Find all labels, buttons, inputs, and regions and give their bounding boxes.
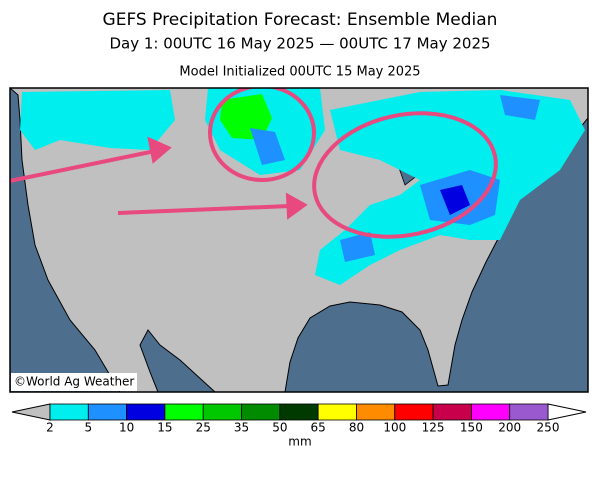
colorbar-label: 65 [311, 421, 326, 435]
highlight-ring [208, 88, 316, 182]
colorbar-bin [241, 403, 281, 421]
colorbar-label: 50 [272, 421, 287, 435]
colorbar-bin [126, 403, 166, 421]
colorbar-label: 125 [422, 421, 445, 435]
colorbar-bin [317, 403, 357, 421]
precipitation [20, 88, 585, 285]
credit: ©World Ag Weather [14, 375, 134, 389]
colorbar-label: 25 [196, 421, 211, 435]
colorbar-low [11, 403, 51, 421]
colorbar-label: 5 [84, 421, 92, 435]
colorbar-bin [279, 403, 319, 421]
colorbar-label: 250 [537, 421, 560, 435]
map-frame [9, 87, 589, 393]
colorbar: 2 5 10 15 25 35 50 65 80 100 125 150 200 250 [11, 403, 587, 435]
colorbar-bin [87, 403, 128, 421]
highlight-ring [312, 111, 498, 239]
colorbar-label: 35 [234, 421, 249, 435]
subtitle: Day 1: 00UTC 16 May 2025 — 00UTC 17 May … [109, 35, 490, 53]
colorbar-label: 150 [460, 421, 483, 435]
colorbar-label: 2 [46, 421, 54, 435]
colorbar-bin [509, 403, 549, 421]
colorbar-label: 10 [119, 421, 134, 435]
colorbar-label: 80 [349, 421, 364, 435]
colorbar-bin [164, 403, 204, 421]
colorbar-bin [394, 403, 434, 421]
arrows [10, 136, 308, 220]
init-time: Model Initialized 00UTC 15 May 2025 [179, 65, 420, 80]
colorbar-bin [356, 403, 396, 421]
map: ©World Ag Weather [9, 87, 589, 393]
colorbar-bin [432, 403, 472, 421]
title: GEFS Precipitation Forecast: Ensemble Me… [103, 10, 498, 30]
colorbar-label: 15 [157, 421, 172, 435]
colorbar-high [547, 403, 587, 421]
credit-box [11, 373, 137, 391]
colorbar-bin [202, 403, 242, 421]
unit: mm [288, 435, 311, 449]
colorbar-label: 200 [498, 421, 521, 435]
colorbar-bin [49, 403, 89, 421]
colorbar-label: 100 [383, 421, 406, 435]
colorbar-bin [470, 403, 511, 421]
